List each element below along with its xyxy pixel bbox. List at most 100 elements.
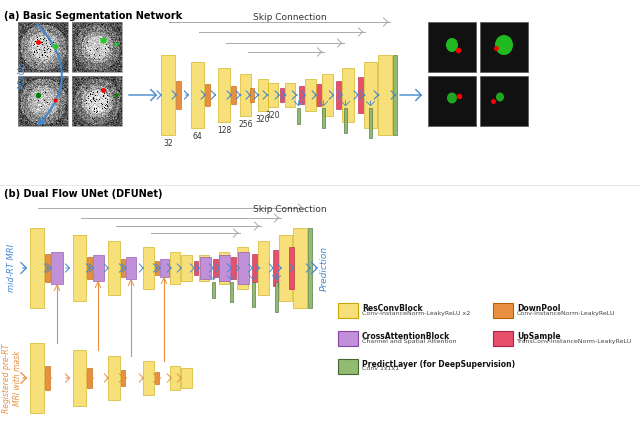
Text: 128: 128 xyxy=(217,126,231,135)
Bar xyxy=(342,68,354,122)
Text: UpSample: UpSample xyxy=(517,332,561,341)
Bar xyxy=(231,257,236,279)
Text: 320: 320 xyxy=(256,115,270,124)
Text: MixUp: MixUp xyxy=(17,61,26,89)
Bar xyxy=(170,366,180,390)
Bar xyxy=(393,55,397,135)
Bar xyxy=(275,282,278,312)
Bar xyxy=(279,235,292,301)
Bar xyxy=(338,331,358,346)
Bar xyxy=(252,254,257,282)
Bar xyxy=(194,261,198,275)
Bar xyxy=(428,76,476,126)
Bar xyxy=(108,241,120,295)
Bar xyxy=(205,84,210,106)
Bar xyxy=(316,84,321,106)
Bar xyxy=(358,77,363,113)
Bar xyxy=(285,83,295,107)
Bar xyxy=(336,81,341,109)
Bar xyxy=(378,55,392,135)
Bar xyxy=(161,55,175,135)
Text: Registered pre-RT
MRI with mask: Registered pre-RT MRI with mask xyxy=(3,343,22,413)
Bar xyxy=(72,76,122,126)
Bar xyxy=(297,108,300,124)
Bar xyxy=(18,22,68,72)
Bar xyxy=(160,259,169,277)
Bar xyxy=(51,252,63,284)
Bar xyxy=(73,235,86,301)
Bar xyxy=(143,247,154,289)
Bar xyxy=(45,366,50,390)
Bar xyxy=(230,282,233,302)
Bar xyxy=(299,86,304,104)
Ellipse shape xyxy=(496,92,504,102)
Bar xyxy=(126,257,136,279)
Bar xyxy=(30,343,44,413)
Text: Conv 1x1x1: Conv 1x1x1 xyxy=(362,367,399,371)
Bar xyxy=(155,261,159,275)
Bar xyxy=(364,62,377,128)
Bar xyxy=(30,228,44,308)
Bar xyxy=(219,252,229,284)
Text: TransConv-InstanceNorm-LeakyReLU: TransConv-InstanceNorm-LeakyReLU xyxy=(517,339,632,343)
Bar xyxy=(218,68,230,122)
Text: mid-RT MRI: mid-RT MRI xyxy=(8,244,17,292)
Bar xyxy=(93,255,104,281)
Bar xyxy=(191,62,204,128)
Bar xyxy=(344,108,347,133)
Bar xyxy=(250,88,254,102)
Bar xyxy=(121,259,125,277)
Text: 64: 64 xyxy=(193,132,202,141)
Bar xyxy=(181,368,192,388)
Bar xyxy=(87,368,92,388)
Text: Skip Connection: Skip Connection xyxy=(253,205,327,215)
Bar xyxy=(199,255,209,281)
Bar xyxy=(293,228,307,308)
Text: Conv-InstanceNorm-LeakyReLU: Conv-InstanceNorm-LeakyReLU xyxy=(517,311,616,315)
Bar xyxy=(121,370,125,386)
Bar xyxy=(338,303,358,318)
Bar xyxy=(369,108,372,138)
Bar xyxy=(45,254,50,282)
Text: Prediction: Prediction xyxy=(320,245,329,290)
Bar xyxy=(87,257,92,279)
Ellipse shape xyxy=(495,35,513,55)
Bar xyxy=(480,22,528,72)
Text: 256: 256 xyxy=(238,120,253,129)
Bar xyxy=(280,88,284,102)
Bar xyxy=(213,259,218,277)
Bar xyxy=(170,252,180,284)
Text: 32: 32 xyxy=(163,139,173,148)
Ellipse shape xyxy=(446,38,458,52)
Bar xyxy=(155,372,159,384)
Text: CrossAttentionBlock: CrossAttentionBlock xyxy=(362,332,451,341)
Bar xyxy=(305,79,316,111)
Bar xyxy=(73,350,86,406)
Bar xyxy=(176,81,181,109)
Bar xyxy=(322,108,325,128)
Bar xyxy=(240,74,251,116)
Text: PredictLayer (for DeepSupervision): PredictLayer (for DeepSupervision) xyxy=(362,360,515,369)
Bar xyxy=(181,255,192,281)
Bar xyxy=(108,356,120,400)
Bar xyxy=(237,247,248,289)
Bar xyxy=(200,257,211,279)
Bar xyxy=(268,83,278,107)
Bar xyxy=(252,282,255,307)
Bar xyxy=(72,22,122,72)
Bar xyxy=(308,228,312,308)
Bar xyxy=(493,331,513,346)
Bar xyxy=(428,22,476,72)
Bar xyxy=(258,241,269,295)
Bar xyxy=(273,250,278,286)
Bar xyxy=(18,76,68,126)
Text: 320: 320 xyxy=(266,111,280,120)
Bar xyxy=(289,247,294,289)
Bar xyxy=(493,303,513,318)
Text: (b) Dual Flow UNet (DFUNet): (b) Dual Flow UNet (DFUNet) xyxy=(4,189,163,199)
Text: Channel and Spatial Attention: Channel and Spatial Attention xyxy=(362,339,456,343)
Bar xyxy=(258,79,268,111)
Bar xyxy=(231,86,236,104)
Ellipse shape xyxy=(447,92,457,103)
Text: Skip Connection: Skip Connection xyxy=(253,14,327,22)
